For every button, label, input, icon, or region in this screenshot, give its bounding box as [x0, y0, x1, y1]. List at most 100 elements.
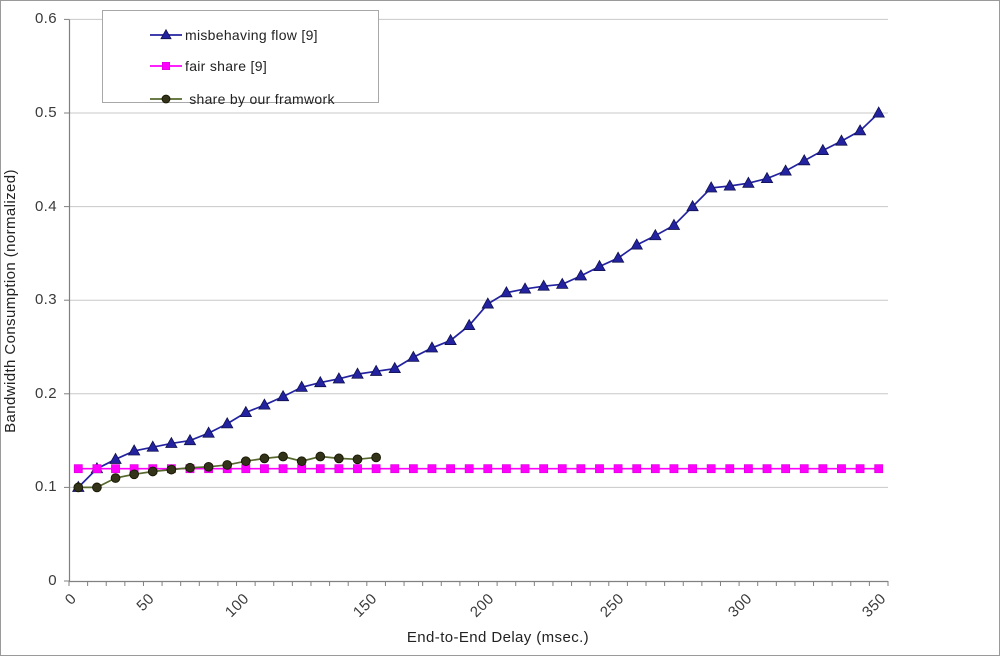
square-marker-icon [706, 464, 716, 474]
circle-marker-icon [334, 453, 344, 464]
triangle-marker-icon [462, 318, 476, 330]
square-marker-icon [315, 464, 325, 474]
square-marker-icon [408, 464, 418, 474]
square-marker-icon [669, 464, 679, 474]
circle-marker-icon [203, 461, 214, 472]
square-marker-icon [278, 464, 288, 474]
square-marker-icon [520, 464, 530, 474]
triangle-marker-icon [407, 350, 420, 362]
triangle-marker-icon [160, 28, 172, 40]
triangle-marker-icon [276, 389, 290, 402]
square-marker-icon [818, 464, 828, 474]
triangle-marker-icon [686, 199, 699, 212]
circle-marker-icon [147, 466, 158, 477]
circle-marker-icon [259, 453, 270, 464]
circle-marker-icon [129, 469, 139, 480]
triangle-marker-icon [723, 179, 737, 191]
square-marker-icon [353, 464, 362, 474]
triangle-marker-icon [797, 154, 811, 166]
legend-label: share by our framwork [185, 91, 335, 107]
y-tick-label: 0.2 [34, 384, 57, 402]
triangle-marker-icon [109, 452, 122, 464]
series-fair-share-9- [73, 464, 884, 474]
triangle-marker-icon [704, 181, 718, 193]
triangle-marker-icon [202, 426, 215, 438]
triangle-marker-icon [351, 367, 364, 379]
circle-marker-icon [166, 464, 177, 475]
circle-marker-icon [110, 473, 121, 483]
triangle-marker-icon [835, 134, 848, 146]
legend-label: misbehaving flow [9] [185, 27, 318, 43]
square-marker-icon [92, 464, 102, 474]
triangle-marker-icon [555, 277, 569, 289]
triangle-marker-icon [500, 285, 513, 298]
legend-label: fair share [9] [185, 58, 268, 74]
y-tick-label: 0 [48, 572, 57, 589]
y-tick-label: 0.1 [34, 478, 57, 496]
circle-marker-icon [185, 462, 195, 473]
legend-swatch-circle-icon [150, 94, 182, 104]
triangle-marker-icon [388, 361, 402, 374]
square-marker-icon [762, 464, 772, 474]
square-marker-icon [502, 464, 511, 474]
triangle-marker-icon [760, 171, 774, 184]
triangle-marker-icon [611, 251, 625, 263]
legend-item-our-framework: share by our framwork [149, 90, 335, 108]
circle-marker-icon [371, 452, 381, 463]
triangle-marker-icon [146, 440, 160, 452]
triangle-marker-icon [183, 433, 197, 446]
square-marker-icon [111, 464, 120, 474]
triangle-marker-icon [295, 380, 308, 392]
circle-marker-icon [222, 460, 233, 470]
square-marker-icon [427, 464, 437, 474]
legend-swatch-triangle-icon [150, 28, 182, 40]
square-marker-icon [799, 464, 809, 474]
circle-marker-icon [240, 456, 251, 467]
square-marker-icon [334, 464, 344, 474]
square-marker-icon [650, 464, 660, 474]
square-marker-icon [557, 464, 567, 474]
square-marker-icon [837, 464, 846, 474]
circle-marker-icon [296, 456, 307, 467]
square-marker-icon [390, 464, 400, 474]
y-axis-title: Bandwidth Consumption (normalized) [2, 169, 19, 433]
square-marker-icon [632, 464, 642, 474]
square-marker-icon [464, 464, 474, 474]
square-marker-icon [595, 464, 604, 474]
y-tick-label: 0.3 [34, 291, 57, 309]
circle-marker-icon [161, 94, 171, 104]
legend-swatch-square-icon [150, 62, 182, 70]
square-marker-icon [73, 464, 83, 474]
x-axis-title: End-to-End Delay (msec.) [406, 629, 590, 646]
triangle-marker-icon [258, 398, 271, 410]
triangle-marker-icon [518, 282, 532, 294]
triangle-marker-icon [314, 375, 327, 388]
legend-item-fair-share: fair share [9] [149, 57, 267, 75]
circle-marker-icon [315, 451, 326, 462]
y-tick-label: 0.4 [34, 197, 57, 215]
square-marker-icon [613, 464, 623, 474]
circle-marker-icon [352, 454, 363, 465]
square-marker-icon [874, 464, 884, 474]
square-marker-icon [688, 464, 697, 474]
square-marker-icon [743, 464, 753, 474]
triangle-marker-icon [853, 124, 867, 136]
triangle-marker-icon [630, 238, 643, 250]
triangle-marker-icon [816, 143, 830, 155]
triangle-marker-icon [444, 333, 457, 345]
square-marker-icon [781, 464, 791, 474]
triangle-marker-icon [481, 297, 495, 309]
triangle-marker-icon [667, 218, 681, 230]
series-share-by-our-framwork [73, 451, 381, 493]
triangle-marker-icon [872, 106, 885, 118]
triangle-marker-icon [165, 436, 178, 448]
square-marker-icon [162, 62, 170, 70]
square-marker-icon [446, 464, 455, 474]
square-marker-icon [576, 464, 586, 474]
triangle-marker-icon [127, 444, 141, 456]
triangle-marker-icon [649, 228, 662, 241]
circle-marker-icon [92, 482, 102, 493]
triangle-marker-icon [425, 341, 439, 353]
square-marker-icon [483, 464, 493, 474]
square-marker-icon [725, 464, 735, 474]
